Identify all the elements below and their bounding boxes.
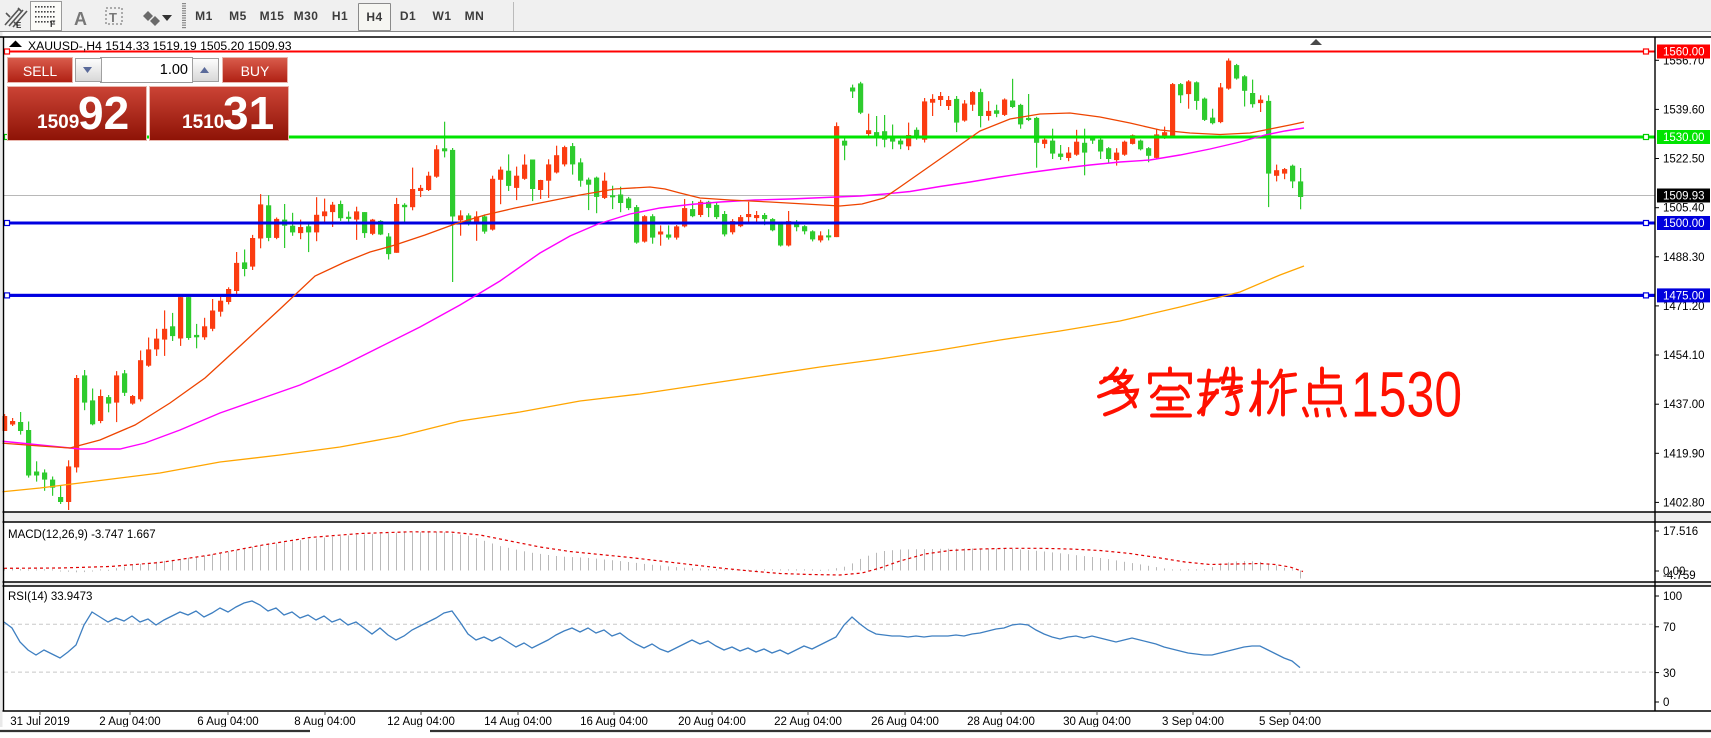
svg-text:1530.00: 1530.00 — [1663, 132, 1705, 144]
svg-text:1488.30: 1488.30 — [1663, 252, 1705, 264]
svg-text:1437.00: 1437.00 — [1663, 399, 1705, 411]
svg-text:28 Aug 04:00: 28 Aug 04:00 — [967, 716, 1035, 728]
svg-text:16 Aug 04:00: 16 Aug 04:00 — [580, 716, 648, 728]
svg-text:-4.759: -4.759 — [1663, 570, 1696, 582]
svg-text:12 Aug 04:00: 12 Aug 04:00 — [387, 716, 455, 728]
svg-text:6 Aug 04:00: 6 Aug 04:00 — [197, 716, 258, 728]
svg-text:1509.93: 1509.93 — [1663, 191, 1705, 203]
svg-text:1475.00: 1475.00 — [1663, 291, 1705, 303]
svg-text:3 Sep 04:00: 3 Sep 04:00 — [1162, 716, 1224, 728]
svg-text:5 Sep 04:00: 5 Sep 04:00 — [1259, 716, 1321, 728]
svg-text:1522.50: 1522.50 — [1663, 154, 1705, 166]
svg-text:T: T — [109, 10, 117, 25]
svg-text:1419.90: 1419.90 — [1663, 448, 1705, 460]
svg-text:14 Aug 04:00: 14 Aug 04:00 — [484, 716, 552, 728]
svg-text:1402.80: 1402.80 — [1663, 497, 1705, 509]
svg-text:1530: 1530 — [1351, 359, 1462, 431]
svg-text:1471.20: 1471.20 — [1663, 301, 1705, 313]
svg-text:30: 30 — [1663, 668, 1676, 680]
svg-text:XAUUSD-,H4 1514.33 1519.19 15: XAUUSD-,H4 1514.33 1519.19 1505.20 1509.… — [28, 39, 292, 53]
svg-text:31 Jul 2019: 31 Jul 2019 — [10, 716, 69, 728]
svg-text:20 Aug 04:00: 20 Aug 04:00 — [678, 716, 746, 728]
svg-text:100: 100 — [1663, 591, 1682, 603]
svg-text:MACD(12,26,9) -3.747 1.667: MACD(12,26,9) -3.747 1.667 — [8, 529, 156, 541]
svg-text:0.00: 0.00 — [1663, 566, 1685, 578]
svg-text:1454.10: 1454.10 — [1663, 350, 1705, 362]
svg-text:A: A — [74, 9, 87, 29]
svg-text:0: 0 — [1663, 697, 1669, 709]
svg-text:F: F — [50, 19, 56, 29]
svg-text:8 Aug 04:00: 8 Aug 04:00 — [294, 716, 355, 728]
svg-text:26 Aug 04:00: 26 Aug 04:00 — [871, 716, 939, 728]
svg-text:70: 70 — [1663, 622, 1676, 634]
svg-text:1500.00: 1500.00 — [1663, 218, 1705, 230]
svg-text:RSI(14) 33.9473: RSI(14) 33.9473 — [8, 591, 92, 603]
svg-text:30 Aug 04:00: 30 Aug 04:00 — [1063, 716, 1131, 728]
svg-text:1560.00: 1560.00 — [1663, 47, 1705, 59]
svg-text:22 Aug 04:00: 22 Aug 04:00 — [774, 716, 842, 728]
svg-text:17.516: 17.516 — [1663, 526, 1698, 538]
svg-text:1539.60: 1539.60 — [1663, 104, 1705, 116]
svg-text:2 Aug 04:00: 2 Aug 04:00 — [99, 716, 160, 728]
svg-text:E: E — [16, 21, 22, 30]
svg-text:1505.40: 1505.40 — [1663, 203, 1705, 215]
